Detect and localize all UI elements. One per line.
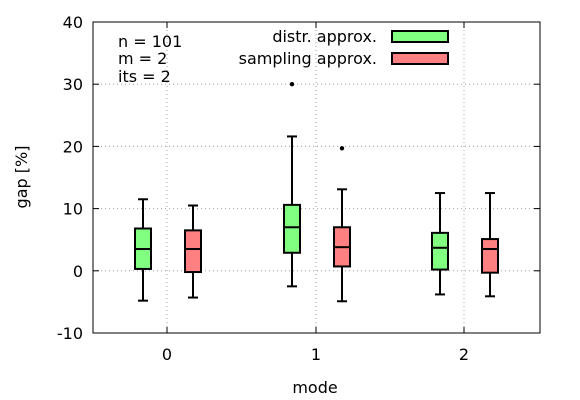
outlier-point [289,82,295,87]
annotation-its: its = 2 [118,67,171,86]
x-tick-label: 2 [459,345,469,364]
annotation-m: m = 2 [118,49,167,68]
legend: distr. approx. sampling approx. [239,27,449,68]
x-tick-label: 0 [162,345,172,364]
box-sampling-mode-1 [333,146,351,303]
box-series [134,82,499,303]
y-tick-label: 10 [63,200,83,219]
outlier-point [339,146,345,151]
box-distr-mode-2 [431,192,449,296]
iqr-box [431,231,449,271]
y-axis-label: gap [%] [12,146,31,209]
annotation-n: n = 101 [118,32,182,51]
y-tick-label: 0 [73,262,83,281]
grid [93,22,540,333]
iqr-box [283,203,301,254]
legend-swatch-sampling [391,52,449,65]
y-tick-label: 20 [63,137,83,156]
y-tick-label: -10 [57,324,83,343]
y-tick-label: 40 [63,13,83,32]
legend-label-sampling: sampling approx. [239,49,377,68]
legend-swatch-distr [391,30,449,43]
legend-label-distr: distr. approx. [272,27,377,46]
y-tick-label: 30 [63,75,83,94]
box-distr-mode-0 [134,198,152,302]
x-tick-label: 1 [311,345,321,364]
box-distr-mode-1 [283,82,301,288]
box-sampling-mode-2 [481,192,499,298]
iqr-box [184,229,202,274]
x-axis-label: mode [292,378,337,397]
iqr-box [481,238,499,274]
axis-ticks: -10 0 10 20 30 40 0 1 2 [57,13,540,364]
box-sampling-mode-0 [184,204,202,299]
